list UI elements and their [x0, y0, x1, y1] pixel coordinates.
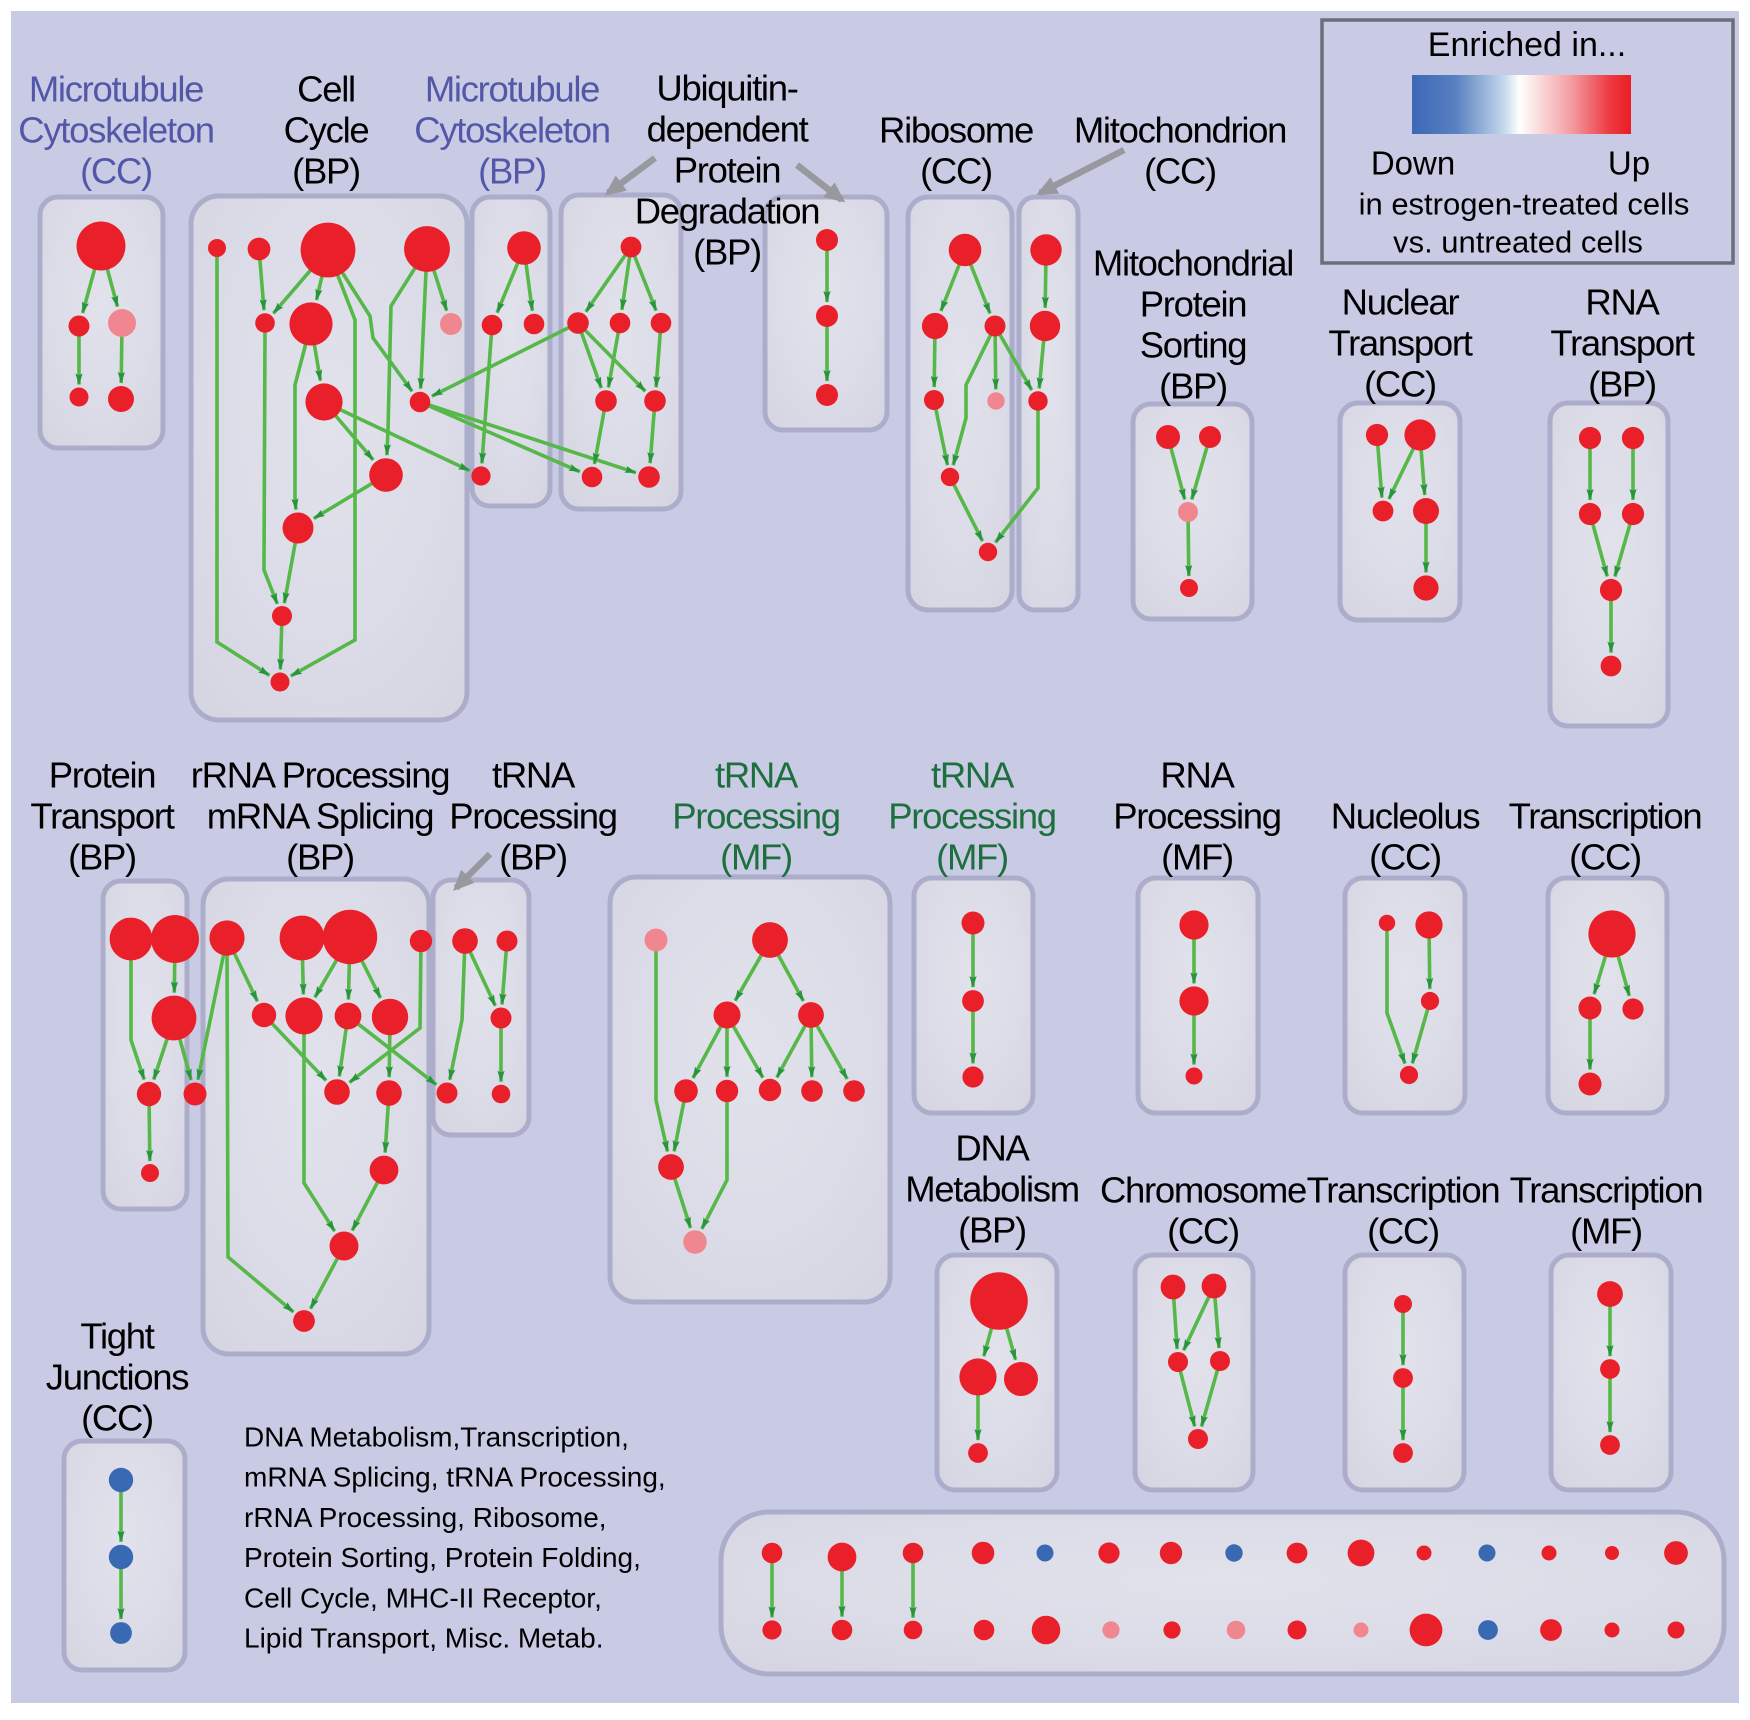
svg-text:Chromosome: Chromosome [1100, 1170, 1306, 1211]
svg-text:Mitochondrion: Mitochondrion [1074, 110, 1286, 151]
svg-text:(CC): (CC) [1367, 1211, 1439, 1252]
svg-text:(CC): (CC) [1369, 837, 1441, 878]
svg-text:Nucleolus: Nucleolus [1331, 796, 1480, 837]
svg-text:Protein: Protein [674, 150, 781, 191]
svg-text:Ribosome: Ribosome [879, 110, 1033, 151]
svg-text:Cytoskeleton: Cytoskeleton [18, 110, 213, 151]
svg-text:(CC): (CC) [80, 151, 152, 192]
svg-text:tRNA: tRNA [931, 755, 1015, 796]
svg-text:(MF): (MF) [1161, 837, 1233, 878]
svg-text:Processing: Processing [1113, 796, 1281, 837]
svg-text:Ubiquitin-: Ubiquitin- [656, 68, 797, 109]
svg-text:Transport: Transport [1328, 323, 1472, 364]
svg-text:(BP): (BP) [286, 837, 354, 878]
svg-text:(BP): (BP) [1159, 366, 1227, 407]
svg-text:(BP): (BP) [68, 837, 136, 878]
svg-text:(CC): (CC) [1364, 364, 1436, 405]
svg-text:Protein Sorting, Protein Foldi: Protein Sorting, Protein Folding, [244, 1542, 641, 1573]
svg-text:RNA: RNA [1585, 282, 1660, 323]
svg-text:Transcription: Transcription [1509, 796, 1702, 837]
svg-text:DNA: DNA [955, 1128, 1030, 1169]
svg-text:Nuclear: Nuclear [1342, 282, 1460, 323]
svg-text:Microtubule: Microtubule [29, 69, 203, 110]
svg-text:(BP): (BP) [499, 837, 567, 878]
svg-text:Transcription: Transcription [1510, 1170, 1703, 1211]
svg-text:DNA Metabolism,Transcription,: DNA Metabolism,Transcription, [244, 1422, 629, 1453]
svg-text:rRNA Processing: rRNA Processing [191, 755, 449, 796]
svg-text:Down: Down [1371, 145, 1455, 182]
svg-text:(BP): (BP) [1588, 364, 1656, 405]
svg-text:Transport: Transport [1550, 323, 1694, 364]
svg-text:Degradation: Degradation [635, 191, 820, 232]
svg-text:rRNA Processing, Ribosome,: rRNA Processing, Ribosome, [244, 1502, 607, 1533]
svg-text:Protein: Protein [1140, 284, 1247, 325]
svg-text:(CC): (CC) [1144, 151, 1216, 192]
svg-text:Processing: Processing [449, 796, 617, 837]
svg-text:(CC): (CC) [920, 151, 992, 192]
svg-text:Transcription: Transcription [1307, 1170, 1500, 1211]
svg-text:Processing: Processing [888, 796, 1056, 837]
svg-text:(BP): (BP) [958, 1210, 1026, 1251]
svg-text:Up: Up [1608, 145, 1650, 182]
svg-text:(MF): (MF) [936, 837, 1008, 878]
svg-text:tRNA: tRNA [492, 755, 576, 796]
svg-text:(CC): (CC) [1167, 1211, 1239, 1252]
svg-text:in estrogen-treated cells: in estrogen-treated cells [1359, 187, 1690, 222]
svg-text:(CC): (CC) [81, 1398, 153, 1439]
svg-text:Cell Cycle, MHC-II Receptor,: Cell Cycle, MHC-II Receptor, [244, 1582, 602, 1613]
svg-text:(MF): (MF) [1570, 1211, 1642, 1252]
svg-text:Enriched in...: Enriched in... [1428, 26, 1626, 64]
svg-text:Cell: Cell [297, 69, 355, 110]
svg-text:(BP): (BP) [478, 151, 546, 192]
svg-text:Mitochondrial: Mitochondrial [1093, 243, 1293, 284]
svg-text:Sorting: Sorting [1140, 325, 1247, 366]
svg-text:Lipid Transport, Misc. Metab.: Lipid Transport, Misc. Metab. [244, 1623, 603, 1654]
svg-text:Microtubule: Microtubule [425, 69, 599, 110]
svg-text:(BP): (BP) [292, 151, 360, 192]
svg-text:tRNA: tRNA [715, 755, 799, 796]
svg-text:mRNA Splicing, tRNA Processing: mRNA Splicing, tRNA Processing, [244, 1462, 666, 1493]
svg-text:Junctions: Junctions [46, 1357, 189, 1398]
svg-text:Transport: Transport [30, 796, 174, 837]
svg-text:(CC): (CC) [1569, 837, 1641, 878]
svg-text:Cytoskeleton: Cytoskeleton [414, 110, 609, 151]
svg-text:vs. untreated cells: vs. untreated cells [1393, 225, 1643, 260]
svg-text:mRNA Splicing: mRNA Splicing [207, 796, 434, 837]
svg-text:Cycle: Cycle [284, 110, 369, 151]
svg-text:RNA: RNA [1160, 755, 1235, 796]
svg-text:dependent: dependent [647, 109, 809, 150]
svg-text:(BP): (BP) [693, 232, 761, 273]
svg-text:Protein: Protein [49, 755, 156, 796]
svg-text:(MF): (MF) [720, 837, 792, 878]
svg-text:Processing: Processing [672, 796, 840, 837]
svg-text:Tight: Tight [80, 1316, 154, 1357]
svg-text:Metabolism: Metabolism [905, 1169, 1079, 1210]
